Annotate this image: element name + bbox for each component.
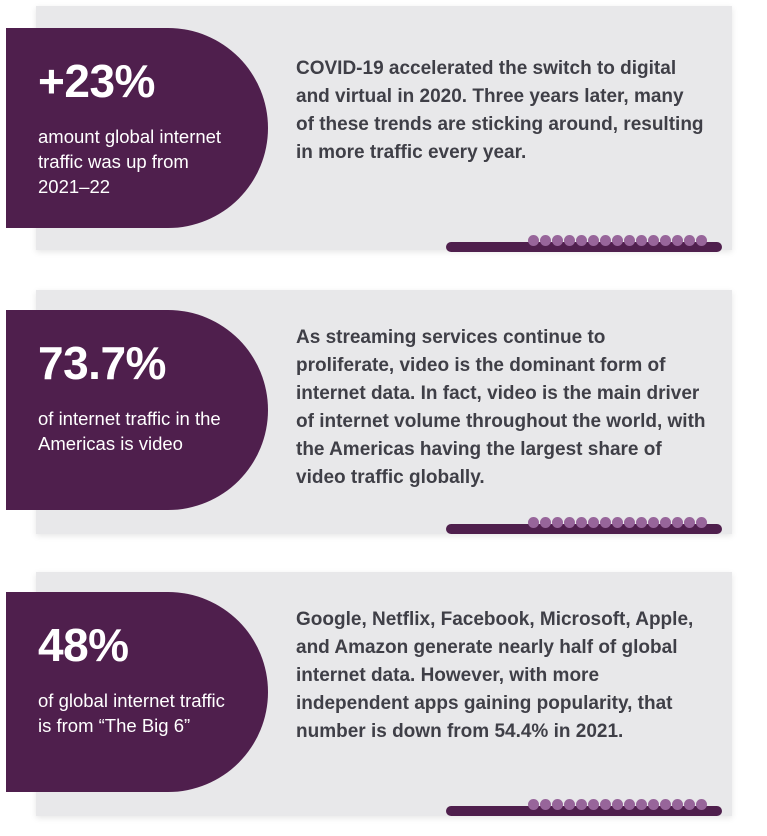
decorative-dots (528, 235, 707, 246)
decorative-dot (552, 517, 563, 528)
decorative-dot (612, 799, 623, 810)
decorative-bar (446, 235, 722, 252)
decorative-dot (540, 235, 551, 246)
decorative-dot (528, 799, 539, 810)
decorative-bar (446, 517, 722, 534)
decorative-dot (600, 799, 611, 810)
decorative-dot (696, 235, 707, 246)
decorative-dot (660, 799, 671, 810)
decorative-dot (648, 235, 659, 246)
decorative-dot (684, 235, 695, 246)
decorative-dot (612, 517, 623, 528)
stat-caption: of internet traffic in the Americas is v… (38, 408, 221, 454)
stat-badge-2: 73.7% of internet traffic in the America… (6, 310, 268, 510)
decorative-dot (636, 799, 647, 810)
decorative-dot (624, 799, 635, 810)
stat-value: +23% (38, 55, 155, 107)
stat-value: 48% (38, 619, 129, 671)
decorative-dot (672, 235, 683, 246)
decorative-dot (660, 235, 671, 246)
decorative-dot (636, 235, 647, 246)
stat-description: As streaming services continue to prolif… (296, 327, 706, 488)
stat-caption: amount global internet traffic was up fr… (38, 126, 222, 197)
stat-badge-3: 48% of global internet traffic is from “… (6, 592, 268, 792)
decorative-dot (528, 517, 539, 528)
decorative-dot (588, 799, 599, 810)
decorative-dot (564, 799, 575, 810)
decorative-dot (564, 235, 575, 246)
decorative-dot (696, 799, 707, 810)
stat-caption: of global internet traffic is from “The … (38, 690, 225, 736)
decorative-dot (672, 517, 683, 528)
decorative-dot (564, 517, 575, 528)
decorative-dot (552, 799, 563, 810)
decorative-dot (588, 517, 599, 528)
decorative-bar (446, 799, 722, 816)
decorative-dot (672, 799, 683, 810)
decorative-dot (624, 235, 635, 246)
decorative-dot (540, 517, 551, 528)
decorative-dot (540, 799, 551, 810)
stat-description: Google, Netflix, Facebook, Microsoft, Ap… (296, 609, 694, 742)
decorative-dot (588, 235, 599, 246)
decorative-dots (528, 799, 707, 810)
decorative-dot (648, 799, 659, 810)
decorative-dots (528, 517, 707, 528)
decorative-dot (552, 235, 563, 246)
decorative-dot (648, 517, 659, 528)
decorative-dot (612, 235, 623, 246)
decorative-dot (684, 799, 695, 810)
decorative-dot (600, 517, 611, 528)
decorative-dot (600, 235, 611, 246)
decorative-dot (696, 517, 707, 528)
decorative-dot (528, 235, 539, 246)
decorative-dot (576, 235, 587, 246)
decorative-dot (660, 517, 671, 528)
stat-description: COVID-19 accelerated the switch to digit… (296, 58, 704, 163)
stat-badge-1: +23% amount global internet traffic was … (6, 28, 268, 228)
stat-value: 73.7% (38, 337, 166, 389)
decorative-dot (684, 517, 695, 528)
decorative-dot (576, 799, 587, 810)
decorative-dot (624, 517, 635, 528)
decorative-dot (576, 517, 587, 528)
decorative-dot (636, 517, 647, 528)
